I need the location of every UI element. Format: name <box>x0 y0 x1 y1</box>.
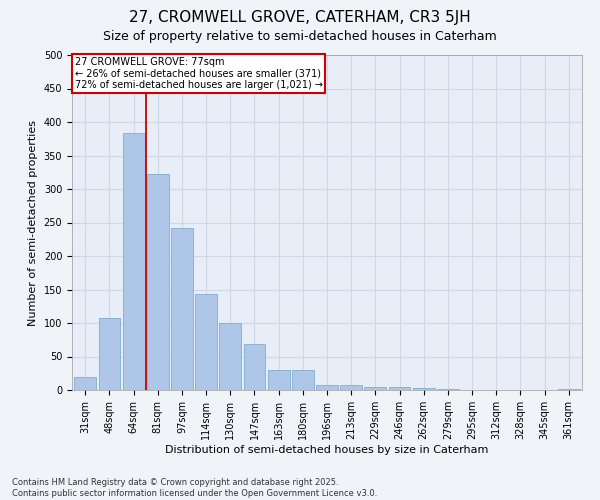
Bar <box>98 318 121 390</box>
Bar <box>74 376 96 390</box>
Bar <box>389 386 410 390</box>
Y-axis label: Number of semi-detached properties: Number of semi-detached properties <box>28 120 38 326</box>
Bar <box>195 294 217 390</box>
Text: Size of property relative to semi-detached houses in Caterham: Size of property relative to semi-detach… <box>103 30 497 43</box>
Text: Contains HM Land Registry data © Crown copyright and database right 2025.
Contai: Contains HM Land Registry data © Crown c… <box>12 478 377 498</box>
Bar <box>268 370 290 390</box>
Bar <box>123 134 145 390</box>
Bar <box>244 344 265 390</box>
Bar <box>316 384 338 390</box>
Bar <box>413 388 434 390</box>
Bar <box>171 228 193 390</box>
Text: 27 CROMWELL GROVE: 77sqm
← 26% of semi-detached houses are smaller (371)
72% of : 27 CROMWELL GROVE: 77sqm ← 26% of semi-d… <box>74 56 323 90</box>
Bar <box>147 174 169 390</box>
Bar <box>292 370 314 390</box>
Bar <box>364 386 386 390</box>
Text: 27, CROMWELL GROVE, CATERHAM, CR3 5JH: 27, CROMWELL GROVE, CATERHAM, CR3 5JH <box>129 10 471 25</box>
X-axis label: Distribution of semi-detached houses by size in Caterham: Distribution of semi-detached houses by … <box>166 444 488 454</box>
Bar <box>340 384 362 390</box>
Bar <box>220 323 241 390</box>
